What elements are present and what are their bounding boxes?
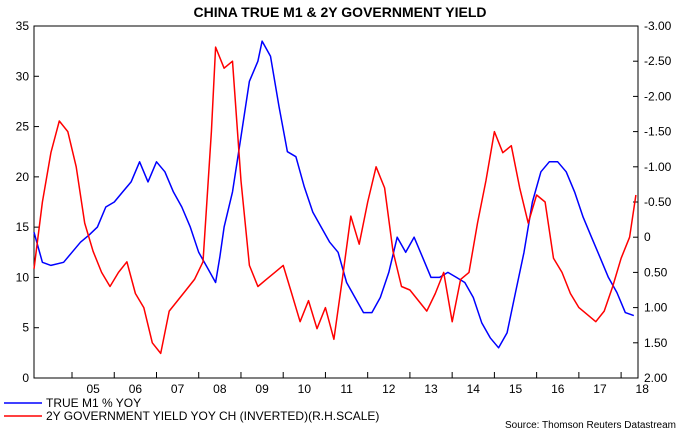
right-axis: 2.00 1.50 1.00 0.50 0 -0.50 -1.00 -1.50 -2.00 -2.… (633, 19, 672, 385)
left-tick-label: 15 (16, 220, 30, 234)
left-tick-label: 25 (16, 120, 30, 134)
x-tick-label: 11 (340, 382, 353, 396)
series-line-true-m1 (33, 40, 635, 349)
x-tick-label: 17 (593, 382, 607, 396)
source-note: Source: Thomson Reuters Datastream (505, 420, 676, 431)
x-tick-label: 15 (509, 382, 523, 396)
chart-title: CHINA TRUE M1 & 2Y GOVERNMENT YIELD (193, 4, 486, 20)
left-tick-label: 30 (16, 69, 30, 83)
right-tick-label: -1.50 (644, 125, 672, 139)
right-tick-label: 0.50 (644, 265, 668, 279)
x-tick-label: 14 (467, 382, 481, 396)
x-tick-label: 12 (382, 382, 396, 396)
legend-label-m1: TRUE M1 % YOY (46, 396, 141, 410)
right-tick-label: 1.50 (644, 336, 668, 350)
x-tick-label: 10 (298, 382, 312, 396)
right-tick-label: -2.00 (644, 89, 672, 103)
x-tick-label: 09 (255, 382, 269, 396)
x-tick-label: 06 (129, 382, 143, 396)
right-tick-label: 2.00 (644, 371, 668, 385)
left-tick-label: 0 (22, 371, 29, 385)
x-tick-label: 13 (424, 382, 438, 396)
right-tick-label: 1.00 (644, 301, 668, 315)
x-tick-label: 05 (86, 382, 100, 396)
x-tick-label: 08 (213, 382, 227, 396)
left-tick-label: 10 (16, 270, 30, 284)
right-tick-label: -0.50 (644, 195, 672, 209)
legend-label-yield: 2Y GOVERNMENT YIELD YOY CH (INVERTED)(R.… (46, 409, 379, 423)
left-axis: 0 5 10 15 20 25 30 35 (16, 19, 39, 385)
right-tick-label: -1.00 (644, 160, 672, 174)
left-tick-label: 20 (16, 170, 30, 184)
series-line-2y-yield (33, 46, 637, 355)
right-tick-label: 0 (644, 230, 651, 244)
legend: TRUE M1 % YOY 2Y GOVERNMENT YIELD YOY CH… (4, 396, 379, 423)
x-tick-label: 18 (636, 382, 650, 396)
right-tick-label: -3.00 (644, 19, 672, 33)
x-axis: 05 06 07 08 09 10 11 12 13 14 15 16 17 18 (71, 372, 650, 396)
x-tick-label: 07 (171, 382, 185, 396)
left-tick-label: 35 (16, 19, 30, 33)
right-tick-label: -2.50 (644, 54, 672, 68)
left-tick-label: 5 (22, 321, 29, 335)
x-tick-label: 16 (551, 382, 565, 396)
series-lines (33, 40, 637, 355)
